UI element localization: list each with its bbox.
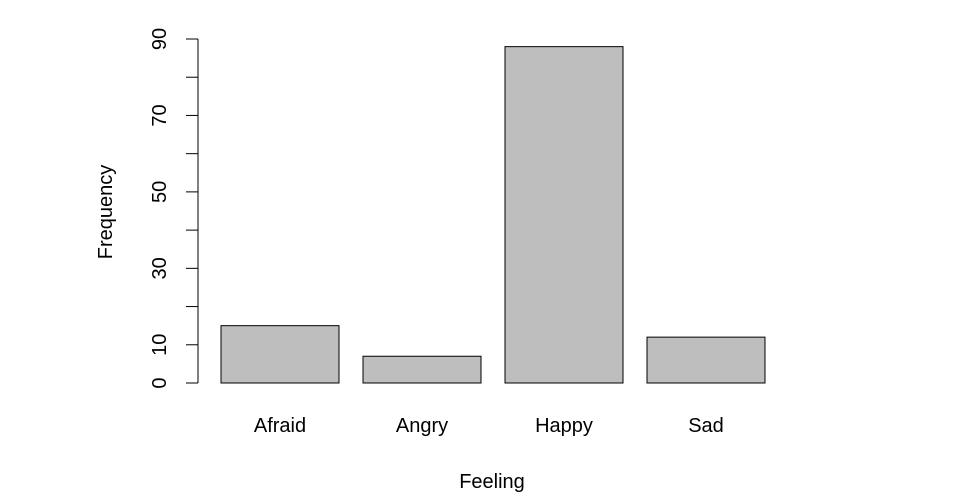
bar-afraid [220,325,340,384]
x-axis-title: Feeling [459,471,525,493]
x-category-labels: Afraid Angry Happy Sad [254,415,724,437]
x-label-happy: Happy [535,415,593,437]
y-tick-label-70: 70 [149,104,171,126]
x-label-afraid: Afraid [254,415,306,437]
x-label-sad: Sad [688,415,724,437]
y-tick-label-0: 0 [149,377,171,388]
x-label-angry: Angry [396,415,448,437]
y-tick-label-50: 50 [149,181,171,203]
bar-happy [504,46,624,384]
y-tick-label-30: 30 [149,257,171,279]
y-axis-title: Frequency [95,165,117,260]
y-tick-label-90: 90 [149,28,171,50]
bars [220,46,766,384]
bar-angry [362,355,482,384]
bar-sad [646,336,766,384]
y-axis: 0 10 30 50 70 90 [149,28,199,389]
y-tick-label-10: 10 [149,334,171,356]
